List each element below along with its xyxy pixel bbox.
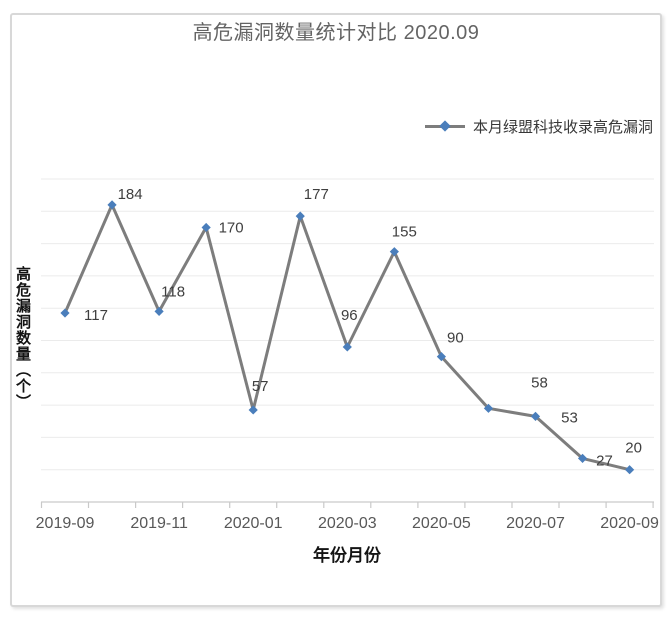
x-axis-title: 年份月份 (313, 546, 381, 565)
y-axis-title: 高危漏洞数量（个） (14, 266, 31, 410)
chart-card (10, 13, 662, 607)
legend-label: 本月绿盟科技收录高危漏洞 (472, 118, 653, 136)
legend-item[interactable]: 本月绿盟科技收录高危漏洞 (424, 115, 653, 137)
legend-line-marker (424, 115, 465, 137)
chart-title: 高危漏洞数量统计对比 2020.09 (192, 22, 480, 44)
legend-diamond-icon (439, 120, 451, 132)
